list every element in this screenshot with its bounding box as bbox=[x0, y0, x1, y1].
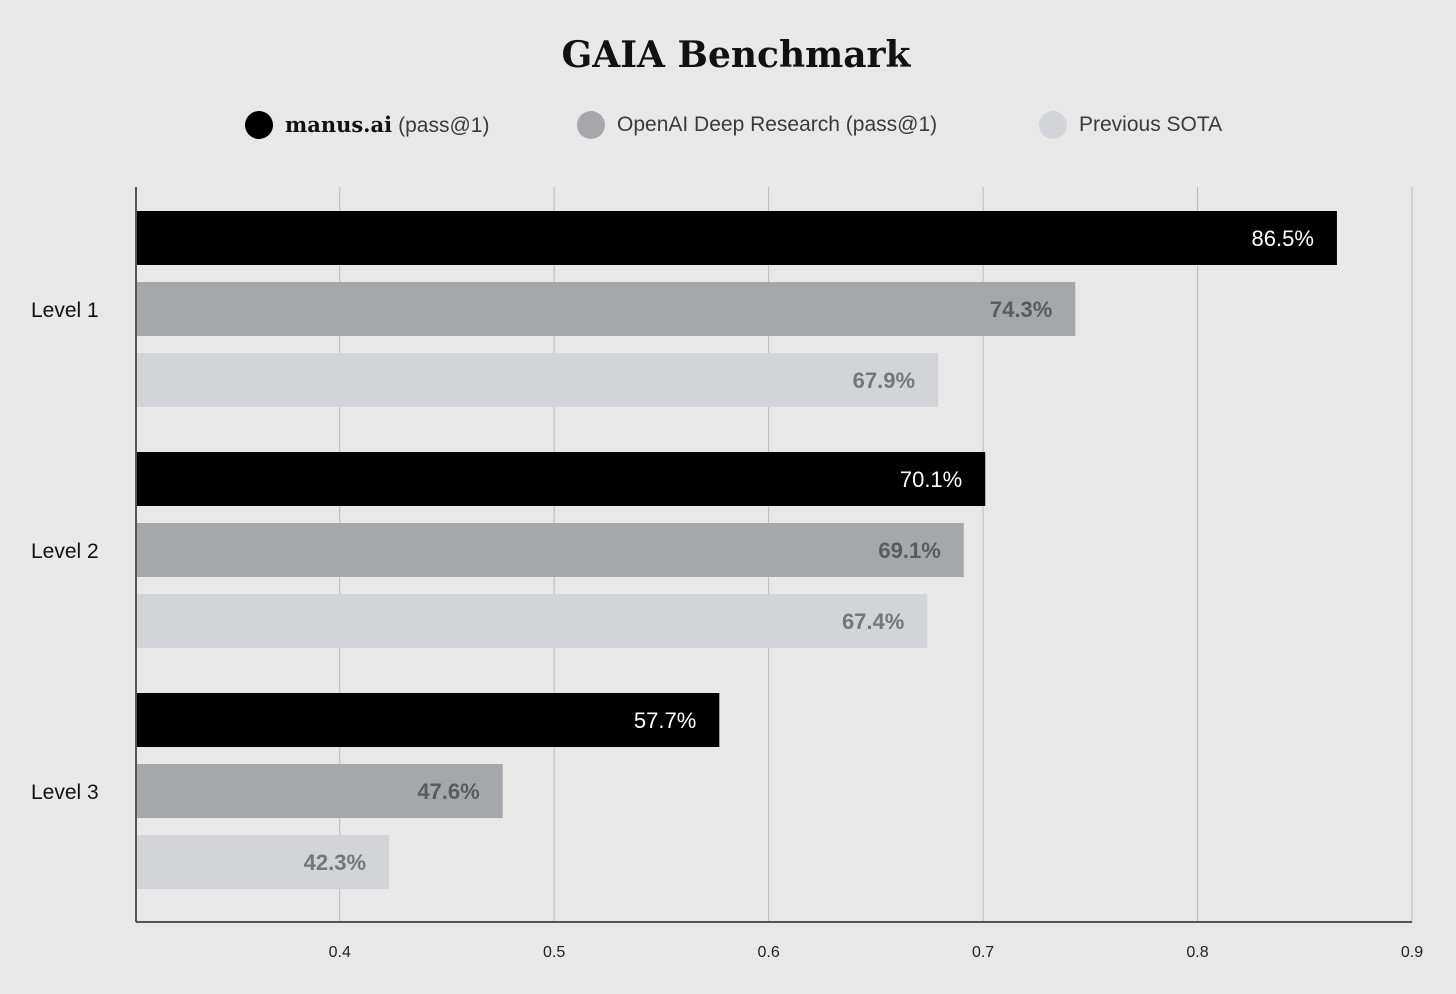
x-tick-label: 0.7 bbox=[972, 944, 994, 961]
chart-title: GAIA Benchmark bbox=[561, 34, 911, 76]
legend-label-openai: OpenAI Deep Research (pass@1) bbox=[617, 113, 938, 136]
x-tick-label: 0.9 bbox=[1401, 944, 1423, 961]
legend-swatch-manus bbox=[245, 111, 273, 139]
bar-value-label: 42.3% bbox=[304, 850, 366, 875]
legend-item-openai: OpenAI Deep Research (pass@1) bbox=[577, 110, 937, 140]
bar-value-label: 70.1% bbox=[900, 467, 962, 492]
x-tick-label: 0.6 bbox=[758, 944, 780, 961]
bar bbox=[136, 452, 986, 506]
legend-brand-manus: manus.ai bbox=[285, 112, 393, 137]
category-label: Level 2 bbox=[31, 540, 99, 563]
legend-label-sota: Previous SOTA bbox=[1079, 113, 1223, 136]
bar-value-label: 67.4% bbox=[842, 609, 904, 634]
x-tick-label: 0.8 bbox=[1186, 944, 1208, 961]
bar-value-label: 67.9% bbox=[853, 368, 915, 393]
bar bbox=[136, 594, 928, 648]
x-tick-label: 0.5 bbox=[543, 944, 565, 961]
bar bbox=[136, 764, 503, 818]
bar bbox=[136, 353, 939, 407]
bar bbox=[136, 693, 720, 747]
bar bbox=[136, 282, 1076, 336]
bar bbox=[136, 523, 964, 577]
legend-swatch-sota bbox=[1039, 111, 1067, 139]
bar bbox=[136, 211, 1337, 265]
category-label: Level 1 bbox=[31, 299, 99, 322]
bar-value-label: 86.5% bbox=[1252, 226, 1314, 251]
legend-suffix-manus: (pass@1) bbox=[398, 114, 490, 137]
legend-item-sota: Previous SOTA bbox=[1039, 110, 1222, 140]
bar-value-label: 57.7% bbox=[634, 708, 696, 733]
legend-label-manus: manus.ai (pass@1) bbox=[285, 112, 489, 138]
category-label: Level 3 bbox=[31, 781, 99, 804]
legend-item-manus: manus.ai (pass@1) bbox=[245, 110, 489, 140]
legend-swatch-openai bbox=[577, 111, 605, 139]
bar bbox=[136, 835, 390, 889]
bar-value-label: 47.6% bbox=[417, 779, 479, 804]
bar-value-label: 74.3% bbox=[990, 297, 1052, 322]
x-tick-label: 0.4 bbox=[329, 944, 351, 961]
bar-value-label: 69.1% bbox=[878, 538, 940, 563]
